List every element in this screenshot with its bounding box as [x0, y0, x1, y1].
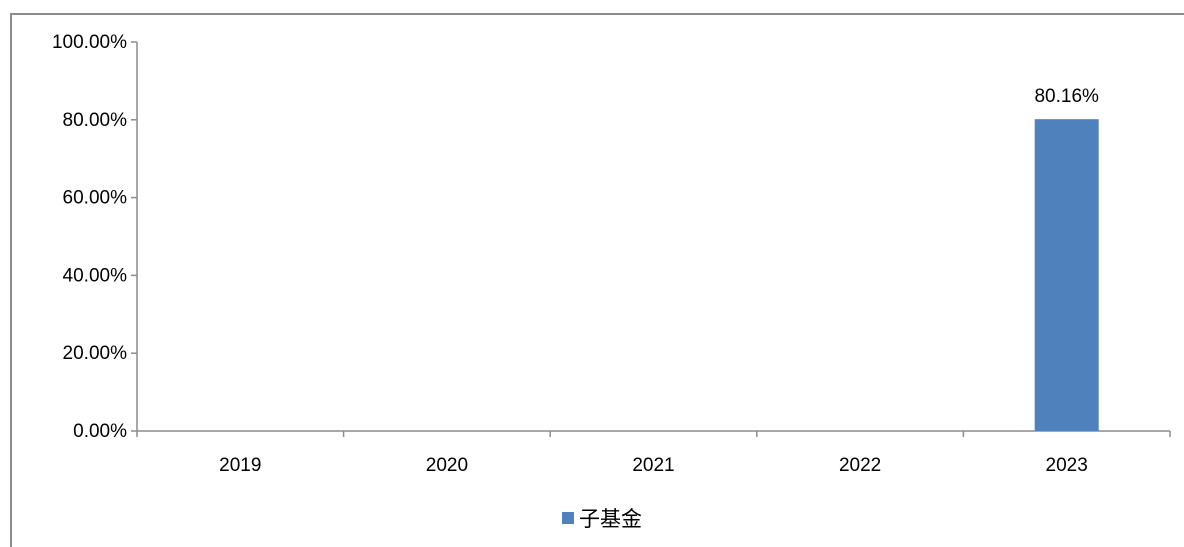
- chart-bars: [1034, 119, 1099, 431]
- x-tick-label: 2021: [632, 455, 674, 476]
- y-tick-label: 60.00%: [63, 188, 128, 209]
- bar: [1034, 119, 1099, 431]
- y-tick-label: 100.00%: [52, 32, 127, 53]
- y-tick-label: 20.00%: [63, 343, 128, 364]
- legend-swatch: [562, 512, 574, 524]
- data-label: 80.16%: [1034, 86, 1099, 107]
- y-tick-label: 40.00%: [63, 265, 128, 286]
- chart-labels: 80.16%: [1034, 86, 1099, 107]
- x-tick-label: 2023: [1046, 455, 1088, 476]
- chart-frame: [10, 13, 1184, 547]
- x-tick-label: 2020: [426, 455, 468, 476]
- chart-axes: 0.00% 20.00% 40.00% 60.00% 80.00% 100.00% 2019…: [52, 32, 1171, 476]
- chart-legend: 子基金: [562, 503, 642, 533]
- y-tick-label: 0.00%: [73, 421, 127, 442]
- x-tick-label: 2019: [219, 455, 261, 476]
- legend-label: 子基金: [579, 507, 642, 531]
- y-tick-label: 80.00%: [63, 110, 128, 131]
- x-tick-label: 2022: [839, 455, 881, 476]
